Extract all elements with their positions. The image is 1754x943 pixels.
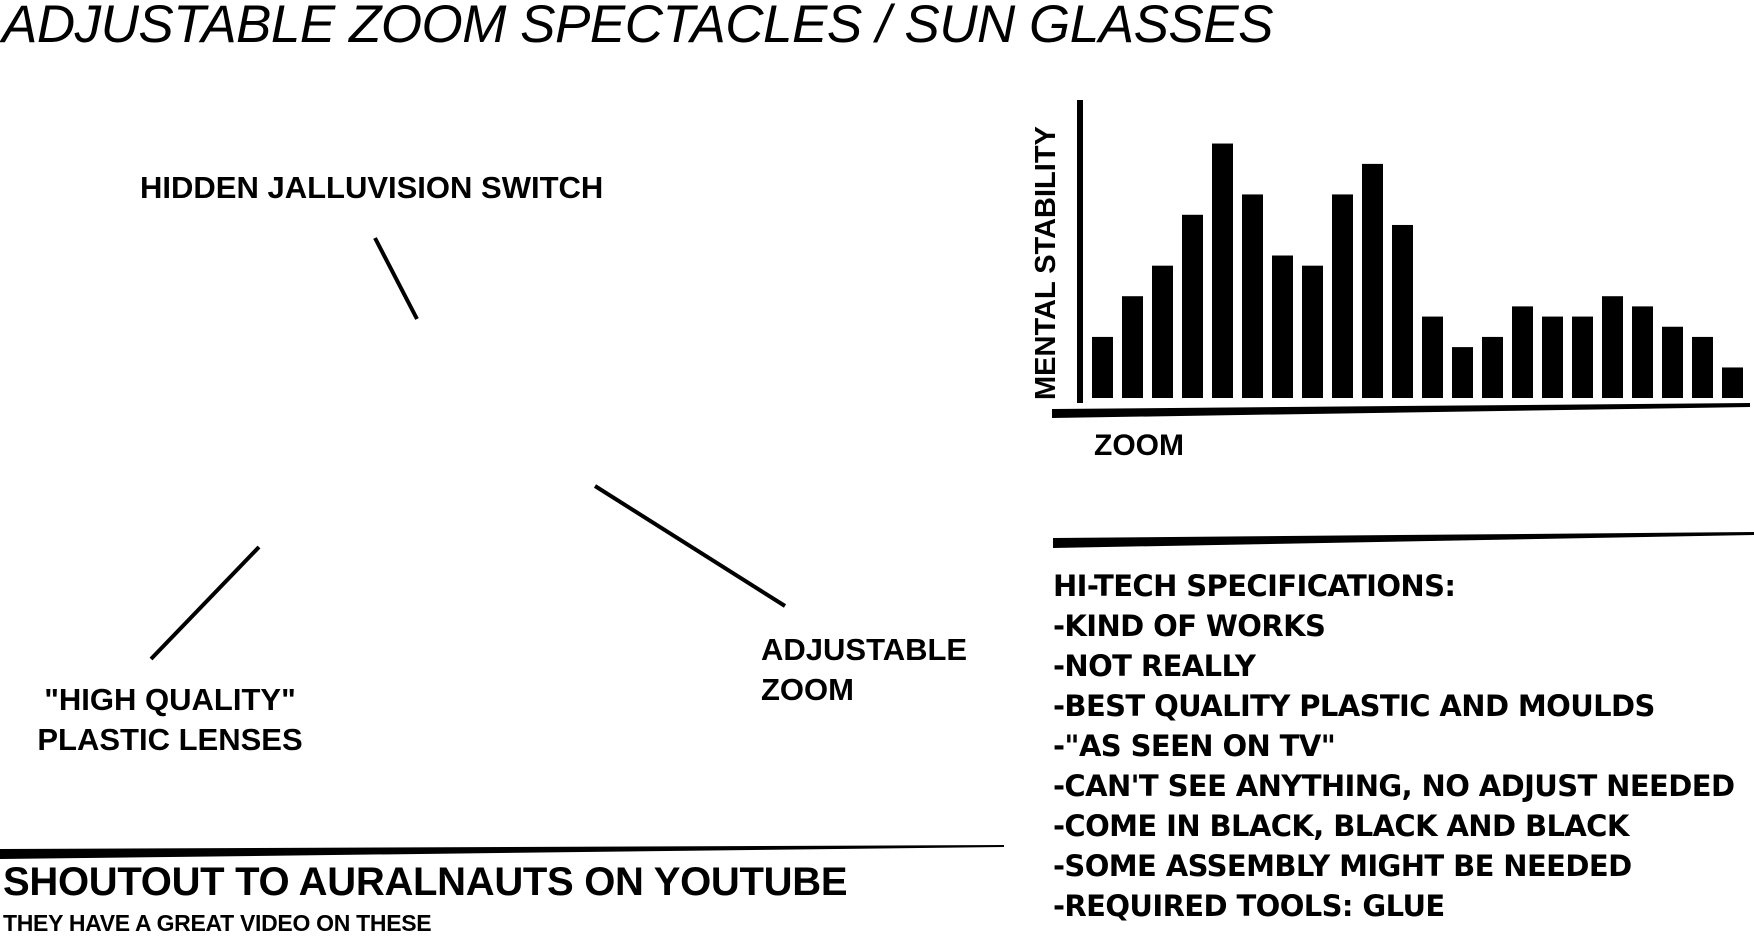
chart-bar <box>1602 296 1623 398</box>
callout-line-zoom <box>593 484 787 608</box>
callout-adjustable-zoom: ADJUSTABLE ZOOM <box>761 630 967 710</box>
chart-bar <box>1422 316 1443 398</box>
shoutout-subtitle: THEY HAVE A GREAT VIDEO ON THESE <box>3 910 432 936</box>
specs-divider <box>1053 532 1754 548</box>
chart-x-axis <box>1052 403 1750 418</box>
spec-item: -SOME ASSEMBLY MIGHT BE NEEDED <box>1053 849 1632 883</box>
chart-bar <box>1272 255 1293 398</box>
zoom-stability-chart <box>1052 100 1750 418</box>
chart-bar <box>1632 306 1653 398</box>
chart-bar <box>1722 367 1743 398</box>
spec-item: -REQUIRED TOOLS: GLUE <box>1053 889 1445 923</box>
spec-item: -"AS SEEN ON TV" <box>1053 729 1336 763</box>
chart-bar <box>1542 316 1563 398</box>
chart-bar <box>1152 265 1173 398</box>
chart-bar <box>1212 143 1233 398</box>
callout-lenses-line2: PLASTIC LENSES <box>37 722 303 757</box>
shoutout-title: SHOUTOUT TO AURALNAUTS ON YOUTUBE <box>3 860 848 904</box>
callout-lenses-line1: "HIGH QUALITY" <box>44 682 296 717</box>
specs-heading: HI-TECH SPECIFICATIONS: <box>1053 569 1456 603</box>
chart-bar <box>1662 326 1683 398</box>
chart-bar <box>1692 336 1713 398</box>
chart-bar <box>1332 194 1353 398</box>
chart-bar <box>1452 347 1473 398</box>
shoutout-divider <box>0 845 1004 859</box>
chart-bar <box>1122 296 1143 398</box>
callout-hidden-switch: HIDDEN JALLUVISION SWITCH <box>140 170 604 205</box>
chart-bar <box>1392 224 1413 398</box>
spec-item: -KIND OF WORKS <box>1053 609 1326 643</box>
chart-x-axis-label: ZOOM <box>1094 429 1184 462</box>
chart-bar <box>1302 265 1323 398</box>
spec-item: -COME IN BLACK, BLACK AND BLACK <box>1053 809 1629 843</box>
callout-line-lenses <box>149 545 261 661</box>
callout-line-switch <box>373 237 419 320</box>
chart-y-axis-label: MENTAL STABILITY <box>1030 126 1062 400</box>
chart-bar <box>1482 336 1503 398</box>
callout-plastic-lenses: "HIGH QUALITY" PLASTIC LENSES <box>0 680 340 760</box>
chart-bar <box>1092 336 1113 398</box>
specs-list: HI-TECH SPECIFICATIONS: -KIND OF WORKS -… <box>1053 566 1735 926</box>
chart-bar <box>1242 194 1263 398</box>
chart-bar <box>1362 163 1383 398</box>
chart-bars <box>1092 143 1743 398</box>
callout-zoom-line1: ADJUSTABLE <box>761 632 968 667</box>
chart-bar <box>1572 316 1593 398</box>
spec-item: -BEST QUALITY PLASTIC AND MOULDS <box>1053 689 1655 723</box>
spec-item: -NOT REALLY <box>1053 649 1256 683</box>
callout-zoom-line2: ZOOM <box>761 672 854 707</box>
spec-item: -CAN'T SEE ANYTHING, NO ADJUST NEEDED <box>1053 769 1735 803</box>
page-title: ADJUSTABLE ZOOM SPECTACLES / SUN GLASSES <box>2 0 1273 54</box>
chart-bar <box>1182 214 1203 398</box>
chart-bar <box>1512 306 1533 398</box>
